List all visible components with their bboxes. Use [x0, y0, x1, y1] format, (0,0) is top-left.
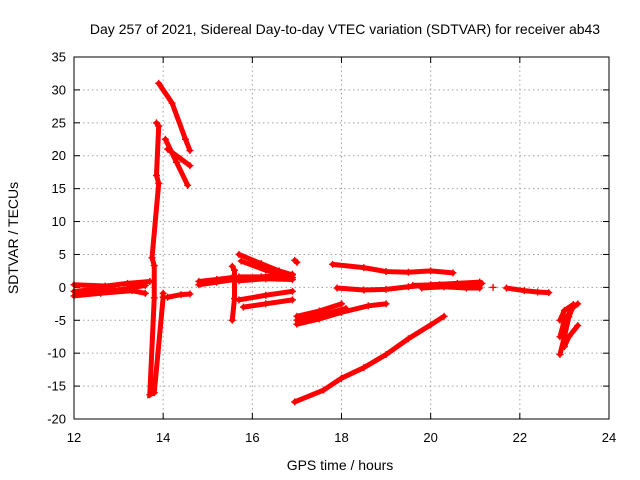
y-tick-label: 20 — [52, 148, 66, 163]
y-tick-label: -10 — [47, 346, 66, 361]
series-fan-5 — [235, 287, 296, 304]
grid-layer — [74, 57, 609, 419]
series-trace — [71, 288, 148, 299]
x-axis-label: GPS time / hours — [287, 457, 394, 473]
series-steep-1 — [155, 79, 194, 154]
y-tick-label: -5 — [54, 313, 66, 328]
series-short-14 — [164, 290, 194, 301]
y-tick-label: 10 — [52, 214, 66, 229]
series-fan-6 — [239, 296, 296, 311]
chart-title: Day 257 of 2021, Sidereal Day-to-day VTE… — [90, 21, 600, 37]
series-trace — [156, 80, 193, 153]
series-long-neg — [291, 312, 448, 406]
series-dots-15 — [228, 262, 238, 324]
series-cluster-23-c — [560, 322, 582, 351]
series-trace — [71, 278, 153, 289]
x-tick-label: 24 — [602, 430, 616, 445]
y-tick-label: -20 — [47, 412, 66, 427]
tick-layer: 12 14 16 18 20 22 24 -20 -15 -10 -5 0 5 10 15 20 25 30 35 — [47, 50, 616, 446]
y-tick-label: 25 — [52, 115, 66, 130]
plot-frame — [73, 56, 610, 420]
y-tick-label: 30 — [52, 82, 66, 97]
y-tick-label: -15 — [47, 379, 66, 394]
series-dot-17 — [291, 256, 301, 266]
series-trace — [229, 263, 237, 323]
series-trace — [410, 280, 485, 288]
x-tick-label: 18 — [334, 430, 348, 445]
series-trace — [330, 261, 456, 276]
y-axis-label: SDTVAR / TECUs — [5, 182, 21, 294]
series-steep-3 — [164, 145, 194, 170]
series-cluster-23-d — [556, 300, 577, 324]
series-fan-4 — [235, 275, 296, 285]
y-tick-label: 35 — [52, 50, 66, 65]
series-steep-2 — [161, 135, 192, 189]
series-dot-21 — [489, 283, 497, 291]
x-tick-label: 14 — [156, 430, 170, 445]
data-layer — [70, 79, 582, 406]
series-mid-4 — [418, 283, 484, 292]
x-tick-label: 22 — [513, 430, 527, 445]
x-tick-label: 20 — [423, 430, 437, 445]
series-trace — [292, 313, 447, 405]
series-trace — [503, 285, 552, 296]
y-tick-label: 5 — [59, 247, 66, 262]
x-tick-label: 16 — [245, 430, 259, 445]
series-tail-22 — [502, 284, 553, 297]
y-tick-label: 15 — [52, 181, 66, 196]
series-neg-3 — [293, 304, 350, 324]
y-tick-label: 0 — [59, 280, 66, 295]
series-mid-1 — [329, 260, 457, 277]
series-trace — [419, 284, 483, 291]
x-tick-label: 12 — [67, 430, 81, 445]
